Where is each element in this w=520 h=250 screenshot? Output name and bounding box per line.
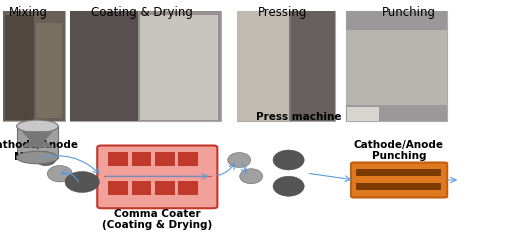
FancyBboxPatch shape xyxy=(178,181,198,195)
FancyBboxPatch shape xyxy=(346,11,447,121)
Ellipse shape xyxy=(17,120,58,132)
FancyBboxPatch shape xyxy=(3,11,65,121)
Ellipse shape xyxy=(273,150,304,170)
FancyBboxPatch shape xyxy=(346,30,447,105)
FancyBboxPatch shape xyxy=(155,152,175,166)
FancyBboxPatch shape xyxy=(132,181,151,195)
FancyBboxPatch shape xyxy=(140,15,218,120)
FancyBboxPatch shape xyxy=(237,11,289,121)
FancyBboxPatch shape xyxy=(346,11,447,121)
FancyBboxPatch shape xyxy=(132,152,151,166)
FancyBboxPatch shape xyxy=(70,11,138,121)
FancyBboxPatch shape xyxy=(356,182,441,190)
Ellipse shape xyxy=(273,176,304,196)
Ellipse shape xyxy=(240,169,263,184)
Ellipse shape xyxy=(47,166,72,182)
FancyBboxPatch shape xyxy=(237,11,335,121)
Ellipse shape xyxy=(65,172,99,192)
Ellipse shape xyxy=(17,151,58,164)
Ellipse shape xyxy=(228,152,251,168)
FancyBboxPatch shape xyxy=(237,11,335,121)
Polygon shape xyxy=(23,132,52,147)
FancyBboxPatch shape xyxy=(108,152,128,166)
Text: Pressing: Pressing xyxy=(257,6,307,19)
FancyBboxPatch shape xyxy=(108,181,128,195)
Text: Cathode/Anode
Mixing: Cathode/Anode Mixing xyxy=(0,140,79,162)
FancyBboxPatch shape xyxy=(347,107,379,120)
Text: Mixing: Mixing xyxy=(9,6,48,19)
FancyBboxPatch shape xyxy=(97,146,217,208)
FancyBboxPatch shape xyxy=(70,11,221,121)
FancyBboxPatch shape xyxy=(3,11,65,121)
Ellipse shape xyxy=(35,152,56,166)
FancyBboxPatch shape xyxy=(351,162,447,198)
FancyBboxPatch shape xyxy=(5,15,34,120)
Text: Coating & Drying: Coating & Drying xyxy=(91,6,193,19)
Text: Comma Coater
(Coating & Drying): Comma Coater (Coating & Drying) xyxy=(102,209,212,230)
Text: Punching: Punching xyxy=(382,6,436,19)
Polygon shape xyxy=(23,137,52,147)
FancyBboxPatch shape xyxy=(356,169,441,176)
Text: Press machine: Press machine xyxy=(256,112,342,122)
FancyBboxPatch shape xyxy=(17,126,58,158)
Text: Cathode/Anode
Punching: Cathode/Anode Punching xyxy=(354,140,444,161)
FancyBboxPatch shape xyxy=(291,11,335,121)
FancyBboxPatch shape xyxy=(178,152,198,166)
FancyBboxPatch shape xyxy=(70,11,221,121)
FancyBboxPatch shape xyxy=(155,181,175,195)
FancyBboxPatch shape xyxy=(36,22,62,118)
